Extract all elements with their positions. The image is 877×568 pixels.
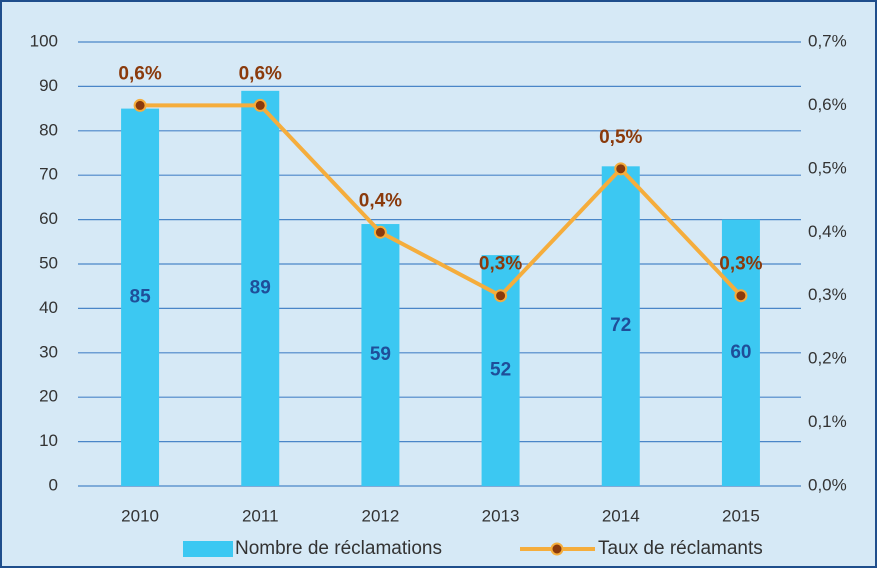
x-tick-label: 2015 xyxy=(722,506,760,525)
y-tick-label: 90 xyxy=(39,76,58,95)
bar xyxy=(121,108,160,486)
x-tick-label: 2011 xyxy=(242,506,279,525)
bar xyxy=(361,224,400,487)
line-marker xyxy=(133,98,147,112)
bar-value-label: 89 xyxy=(250,277,271,298)
y-tick-label: 40 xyxy=(39,298,58,317)
line-marker xyxy=(614,162,628,176)
line-value-label: 0,5% xyxy=(599,127,642,148)
y-tick-label: 0 xyxy=(49,475,58,494)
line-value-label: 0,3% xyxy=(479,254,522,275)
y2-tick-label: 0,7% xyxy=(808,31,847,50)
bar-value-label: 85 xyxy=(130,286,152,307)
line-value-label: 0,3% xyxy=(719,254,762,275)
y-tick-label: 100 xyxy=(30,31,58,50)
line-marker xyxy=(734,289,748,303)
legend-swatch xyxy=(183,541,233,557)
legend-marker xyxy=(550,542,564,556)
legend-label: Taux de réclamants xyxy=(598,538,763,559)
y2-tick-label: 0,3% xyxy=(808,285,847,304)
bar xyxy=(601,166,640,486)
x-tick-label: 2013 xyxy=(482,506,520,525)
x-tick-label: 2012 xyxy=(362,506,400,525)
y-tick-label: 10 xyxy=(39,431,58,450)
y-tick-label: 60 xyxy=(39,209,58,228)
x-tick-label: 2014 xyxy=(602,506,640,525)
line-marker xyxy=(494,289,508,303)
bar-value-label: 72 xyxy=(610,315,631,336)
y2-tick-label: 0,2% xyxy=(808,349,847,368)
y-tick-label: 30 xyxy=(39,342,58,361)
legend-label: Nombre de réclamations xyxy=(235,538,442,559)
line-value-label: 0,6% xyxy=(118,63,161,84)
bar-value-label: 60 xyxy=(730,342,751,363)
line-marker xyxy=(373,225,387,239)
y-tick-label: 70 xyxy=(39,165,58,184)
bar-value-label: 52 xyxy=(490,360,511,381)
y-tick-label: 50 xyxy=(39,253,58,272)
bar xyxy=(721,219,760,486)
y2-tick-label: 0,5% xyxy=(808,158,847,177)
bar xyxy=(241,90,280,486)
y-tick-label: 20 xyxy=(39,387,58,406)
y2-tick-label: 0,0% xyxy=(808,475,847,494)
line-marker xyxy=(253,98,267,112)
x-tick-label: 2010 xyxy=(121,506,159,525)
y2-tick-label: 0,4% xyxy=(808,222,847,241)
y2-tick-label: 0,6% xyxy=(808,95,847,114)
y2-tick-label: 0,1% xyxy=(808,412,847,431)
line xyxy=(140,103,743,298)
line-value-label: 0,6% xyxy=(239,63,282,84)
y-tick-label: 80 xyxy=(39,120,58,139)
line-value-label: 0,4% xyxy=(359,190,402,211)
bar-value-label: 59 xyxy=(370,344,391,365)
